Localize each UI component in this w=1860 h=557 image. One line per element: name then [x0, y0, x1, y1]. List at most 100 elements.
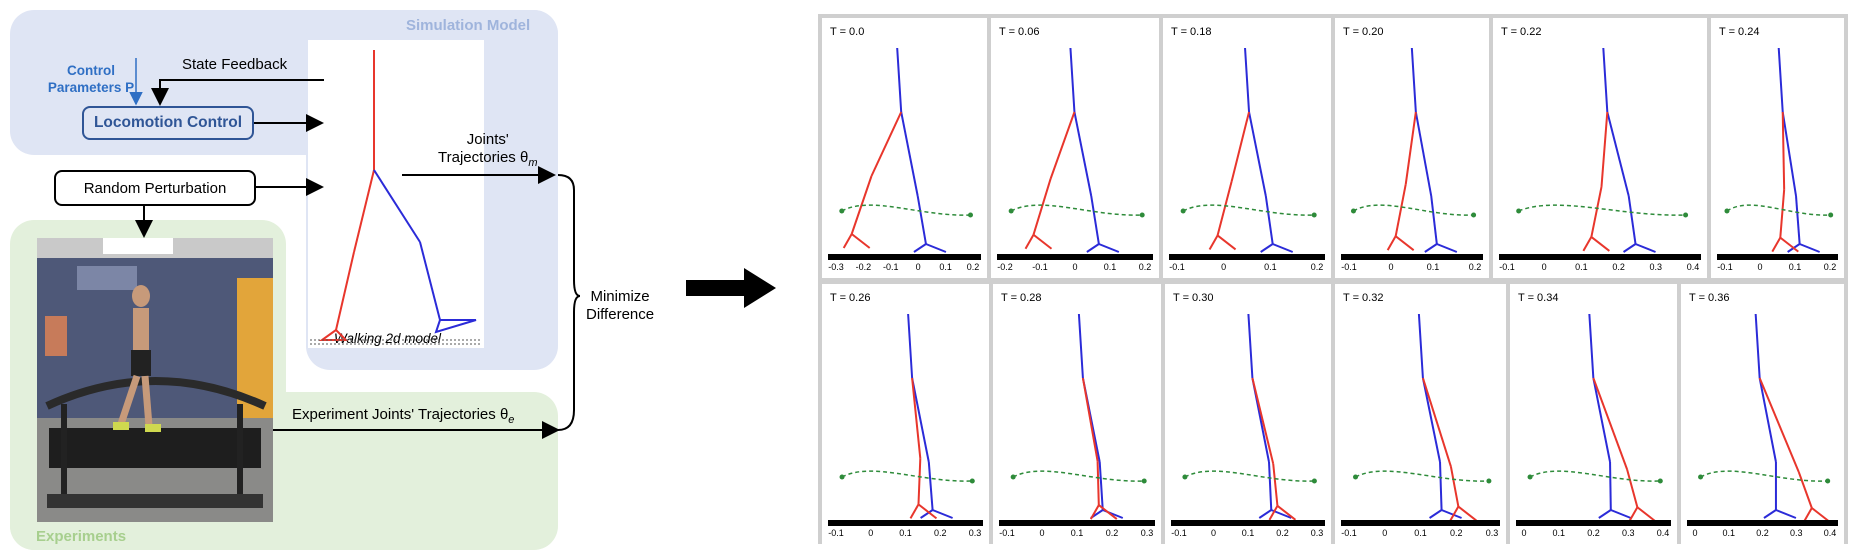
toe-trajectory-dashed-line: [1700, 470, 1828, 482]
blue-shank-line: [1627, 195, 1637, 245]
red-shank-line: [1449, 466, 1460, 507]
frame-time-label: T = 0.24: [1719, 26, 1760, 38]
blue-thigh-line: [1592, 377, 1612, 463]
gait-frame-panel: T = 0.30 -0.1 0 0.1 0.2 0.3: [1165, 284, 1331, 544]
joints-trajectories-label: Joints' Trajectories θm: [438, 131, 537, 172]
axis-tick-label: 0: [1388, 262, 1394, 272]
red-heel-line: [1386, 235, 1397, 251]
stick-figure-plot: [828, 47, 981, 260]
axis-tick-label: 0.2: [1468, 262, 1482, 272]
trajectory-endpoint-dot: [1139, 212, 1145, 218]
axis-tick-label: 0.4: [1656, 528, 1670, 538]
axis-tick-label: -0.1: [1032, 262, 1048, 272]
blue-heel-line: [1258, 509, 1272, 519]
red-thigh-line: [1230, 111, 1250, 182]
state-feedback-label: State Feedback: [182, 56, 288, 73]
axis-tick-label: 0.2: [1310, 262, 1324, 272]
torso-line: [1588, 313, 1595, 379]
blue-shank-line: [1268, 461, 1273, 511]
axis-tick-label: 0.1: [1241, 528, 1255, 538]
trajectory-endpoint-dot: [1683, 212, 1689, 218]
axis-tick-label: 0.1: [1264, 262, 1277, 272]
blue-foot-line: [1799, 243, 1821, 253]
torso-line: [1417, 313, 1424, 379]
red-thigh-line: [1600, 111, 1609, 187]
red-foot-line: [1395, 235, 1415, 251]
ground-bar: [997, 254, 1153, 260]
axis-tick-label: 0.1: [1788, 262, 1802, 272]
axis-tick-label: 0: [1521, 528, 1527, 538]
blue-heel-line: [1598, 509, 1612, 519]
experiments-label: Experiments: [36, 528, 127, 545]
minimize-line2: Difference: [586, 306, 655, 323]
axis-tick-label: 0.3: [1621, 528, 1635, 538]
ground-bar: [1169, 254, 1325, 260]
joints-label-text: Trajectories θ: [438, 149, 529, 166]
stick-figure-plot: [997, 47, 1153, 260]
trajectory-endpoint-dot: [1182, 474, 1188, 480]
blue-foot-line: [1441, 509, 1462, 519]
walking-model-figure: [310, 50, 482, 345]
torso-line: [1410, 47, 1417, 113]
blue-shank-line: [1795, 195, 1801, 245]
stick-figure-plot: [1341, 47, 1483, 260]
torso-line: [1754, 313, 1761, 379]
red-shank-line: [1032, 178, 1052, 236]
axis-tick-label: -0.1: [1341, 528, 1357, 538]
torso-line: [1077, 313, 1084, 379]
ground-bar: [1341, 254, 1483, 260]
red-foot-line: [851, 233, 871, 249]
axis-tick-label: -0.1: [828, 528, 844, 538]
red-heel-line: [1208, 234, 1219, 250]
trajectory-endpoint-dot: [839, 474, 845, 480]
red-thigh-line: [1049, 111, 1076, 180]
torso-line: [907, 313, 914, 379]
axis-tick-label: -0.1: [1499, 262, 1515, 272]
red-shank-line: [1272, 463, 1279, 506]
toe-trajectory-dashed-line: [1012, 470, 1145, 482]
axis-tick-label: 0.2: [1105, 528, 1119, 538]
toe-trajectory-dashed-line: [1726, 204, 1831, 216]
axis-tick-label: 0.2: [1276, 528, 1289, 538]
toe-trajectory-dashed-line: [1010, 204, 1143, 216]
axis-tick-label: 0.1: [1103, 262, 1117, 272]
red-shank-line: [1096, 461, 1100, 506]
blue-shank-line: [1609, 461, 1612, 511]
red-heel-line: [1771, 237, 1782, 253]
axis-tick-label: 0: [1072, 262, 1078, 272]
stick-figure-plot: [1341, 313, 1500, 526]
gait-frame-panel: T = 0.0 -0.3 -0.2 -0.1 0 0.1 0.2: [822, 18, 987, 278]
blue-heel-line: [1429, 509, 1443, 519]
red-shank-line: [1626, 469, 1639, 508]
blue-foot-line: [932, 509, 953, 519]
trajectory-endpoint-dot: [1311, 212, 1317, 218]
axis-tick-label: 0: [868, 528, 874, 538]
joints-label-line1: Joints': [466, 131, 509, 148]
blue-foot-line: [1098, 243, 1120, 253]
ground-bar: [999, 520, 1155, 526]
toe-trajectory-dashed-line: [841, 204, 971, 216]
frame-time-label: T = 0.26: [830, 292, 871, 304]
frame-time-label: T = 0.30: [1173, 292, 1214, 304]
red-heel-line: [1628, 506, 1639, 522]
blue-shank-line: [1439, 461, 1443, 511]
axis-tick-label: 0.1: [1552, 528, 1566, 538]
red-shank-line: [1216, 181, 1233, 236]
blue-heel-line: [920, 509, 934, 519]
simulation-model-label: Simulation Model: [406, 17, 531, 34]
frame-time-label: T = 0.20: [1343, 26, 1384, 38]
ground-bar: [1499, 254, 1701, 260]
blue-foot-line: [1775, 509, 1797, 519]
axis-tick-label: -0.1: [999, 528, 1015, 538]
frame-time-label: T = 0.18: [1171, 26, 1212, 38]
axis-tick-label: 0: [1210, 528, 1217, 538]
axis-tick-label: 0: [915, 262, 921, 272]
blue-thigh-line: [1606, 111, 1630, 197]
red-heel-line: [1024, 234, 1035, 250]
stick-figure-plot: [1499, 47, 1701, 260]
red-heel-line: [1582, 236, 1593, 252]
trajectory-endpoint-dot: [1825, 478, 1831, 484]
axis-tick-label: 0.4: [1686, 262, 1700, 272]
red-shank-line: [1590, 186, 1603, 238]
gait-frame-panel: T = 0.20 -0.1 0 0.1 0.2: [1335, 18, 1489, 278]
